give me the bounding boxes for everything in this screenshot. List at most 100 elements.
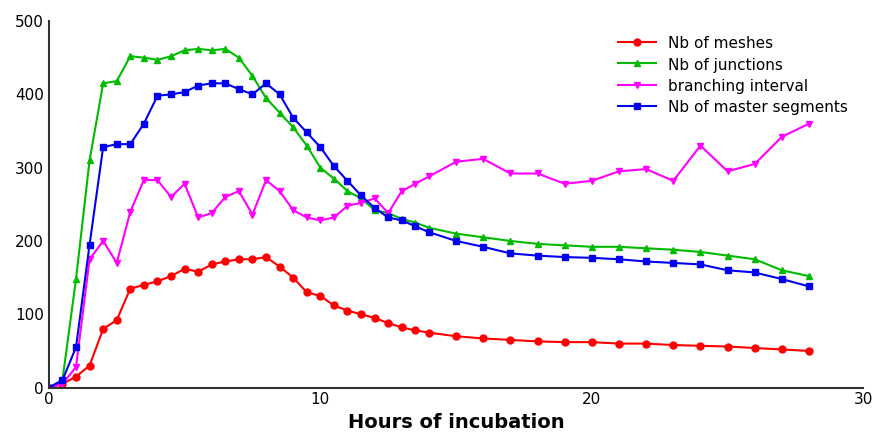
Nb of master segments — [234, 87, 244, 92]
Nb of junctions — [329, 176, 339, 181]
Nb of master segments — [586, 255, 597, 261]
Nb of master segments — [288, 115, 298, 120]
Nb of master segments — [71, 345, 82, 350]
Nb of junctions — [166, 54, 177, 59]
Nb of meshes — [776, 347, 787, 352]
branching interval — [776, 134, 787, 139]
Nb of meshes — [641, 341, 652, 346]
Nb of junctions — [247, 73, 258, 79]
branching interval — [722, 169, 733, 174]
Nb of meshes — [356, 312, 367, 317]
Nb of junctions — [424, 225, 434, 231]
Nb of junctions — [722, 253, 733, 258]
Nb of junctions — [179, 48, 190, 53]
X-axis label: Hours of incubation: Hours of incubation — [348, 413, 565, 432]
Nb of master segments — [424, 229, 434, 235]
branching interval — [288, 207, 298, 213]
branching interval — [139, 177, 149, 183]
Nb of master segments — [166, 92, 177, 97]
branching interval — [396, 189, 407, 194]
branching interval — [57, 381, 67, 387]
Nb of junctions — [478, 235, 488, 240]
Nb of meshes — [478, 336, 488, 341]
branching interval — [641, 166, 652, 172]
branching interval — [111, 260, 122, 266]
Nb of master segments — [84, 242, 95, 247]
branching interval — [44, 385, 54, 390]
Nb of junctions — [369, 207, 380, 213]
Nb of meshes — [206, 262, 217, 267]
branching interval — [315, 218, 326, 223]
Nb of meshes — [288, 275, 298, 280]
branching interval — [804, 121, 814, 127]
Nb of junctions — [383, 211, 393, 216]
Nb of junctions — [586, 244, 597, 249]
Nb of master segments — [193, 83, 203, 88]
branching interval — [98, 238, 108, 244]
Nb of meshes — [234, 257, 244, 262]
branching interval — [668, 178, 678, 184]
Nb of master segments — [369, 205, 380, 211]
Nb of master segments — [383, 215, 393, 220]
Nb of junctions — [505, 238, 516, 244]
Nb of meshes — [532, 339, 543, 344]
Nb of meshes — [166, 274, 177, 279]
Nb of junctions — [410, 220, 421, 225]
Nb of junctions — [315, 165, 326, 170]
Nb of junctions — [206, 48, 217, 53]
Line: Nb of junctions: Nb of junctions — [45, 46, 813, 391]
Nb of junctions — [57, 378, 67, 383]
Nb of master segments — [804, 284, 814, 289]
Nb of junctions — [451, 231, 462, 236]
Nb of master segments — [44, 385, 54, 390]
Nb of junctions — [220, 46, 231, 51]
Nb of junctions — [44, 385, 54, 390]
Nb of meshes — [586, 339, 597, 345]
Nb of meshes — [152, 278, 163, 284]
Nb of master segments — [152, 93, 163, 98]
Nb of master segments — [614, 257, 624, 262]
branching interval — [301, 215, 312, 220]
Nb of meshes — [749, 346, 760, 351]
branching interval — [410, 181, 421, 186]
Nb of meshes — [98, 326, 108, 332]
Nb of master segments — [206, 80, 217, 86]
Nb of master segments — [641, 259, 652, 264]
branching interval — [424, 174, 434, 179]
branching interval — [247, 212, 258, 217]
Nb of junctions — [261, 95, 272, 101]
Nb of junctions — [776, 268, 787, 273]
Nb of meshes — [193, 269, 203, 274]
Nb of meshes — [451, 333, 462, 339]
Nb of master segments — [261, 80, 272, 86]
Nb of junctions — [274, 110, 285, 115]
Nb of master segments — [749, 270, 760, 275]
Nb of master segments — [315, 144, 326, 150]
Nb of meshes — [301, 290, 312, 295]
Nb of meshes — [57, 381, 67, 387]
branching interval — [234, 189, 244, 194]
branching interval — [274, 189, 285, 194]
Nb of junctions — [84, 158, 95, 163]
Nb of junctions — [804, 274, 814, 279]
branching interval — [179, 181, 190, 186]
Nb of junctions — [71, 276, 82, 282]
Nb of meshes — [369, 315, 380, 320]
Nb of meshes — [274, 264, 285, 269]
Nb of junctions — [614, 244, 624, 249]
branching interval — [125, 209, 136, 214]
branching interval — [586, 178, 597, 184]
branching interval — [220, 194, 231, 200]
Nb of meshes — [125, 286, 136, 291]
Nb of master segments — [396, 218, 407, 223]
Nb of meshes — [410, 328, 421, 333]
Nb of master segments — [356, 193, 367, 198]
Nb of junctions — [193, 46, 203, 51]
Nb of meshes — [424, 330, 434, 335]
Nb of junctions — [111, 78, 122, 84]
Line: branching interval: branching interval — [45, 120, 813, 391]
Nb of junctions — [98, 80, 108, 86]
Nb of meshes — [261, 254, 272, 260]
Nb of junctions — [288, 125, 298, 130]
Nb of master segments — [57, 378, 67, 383]
